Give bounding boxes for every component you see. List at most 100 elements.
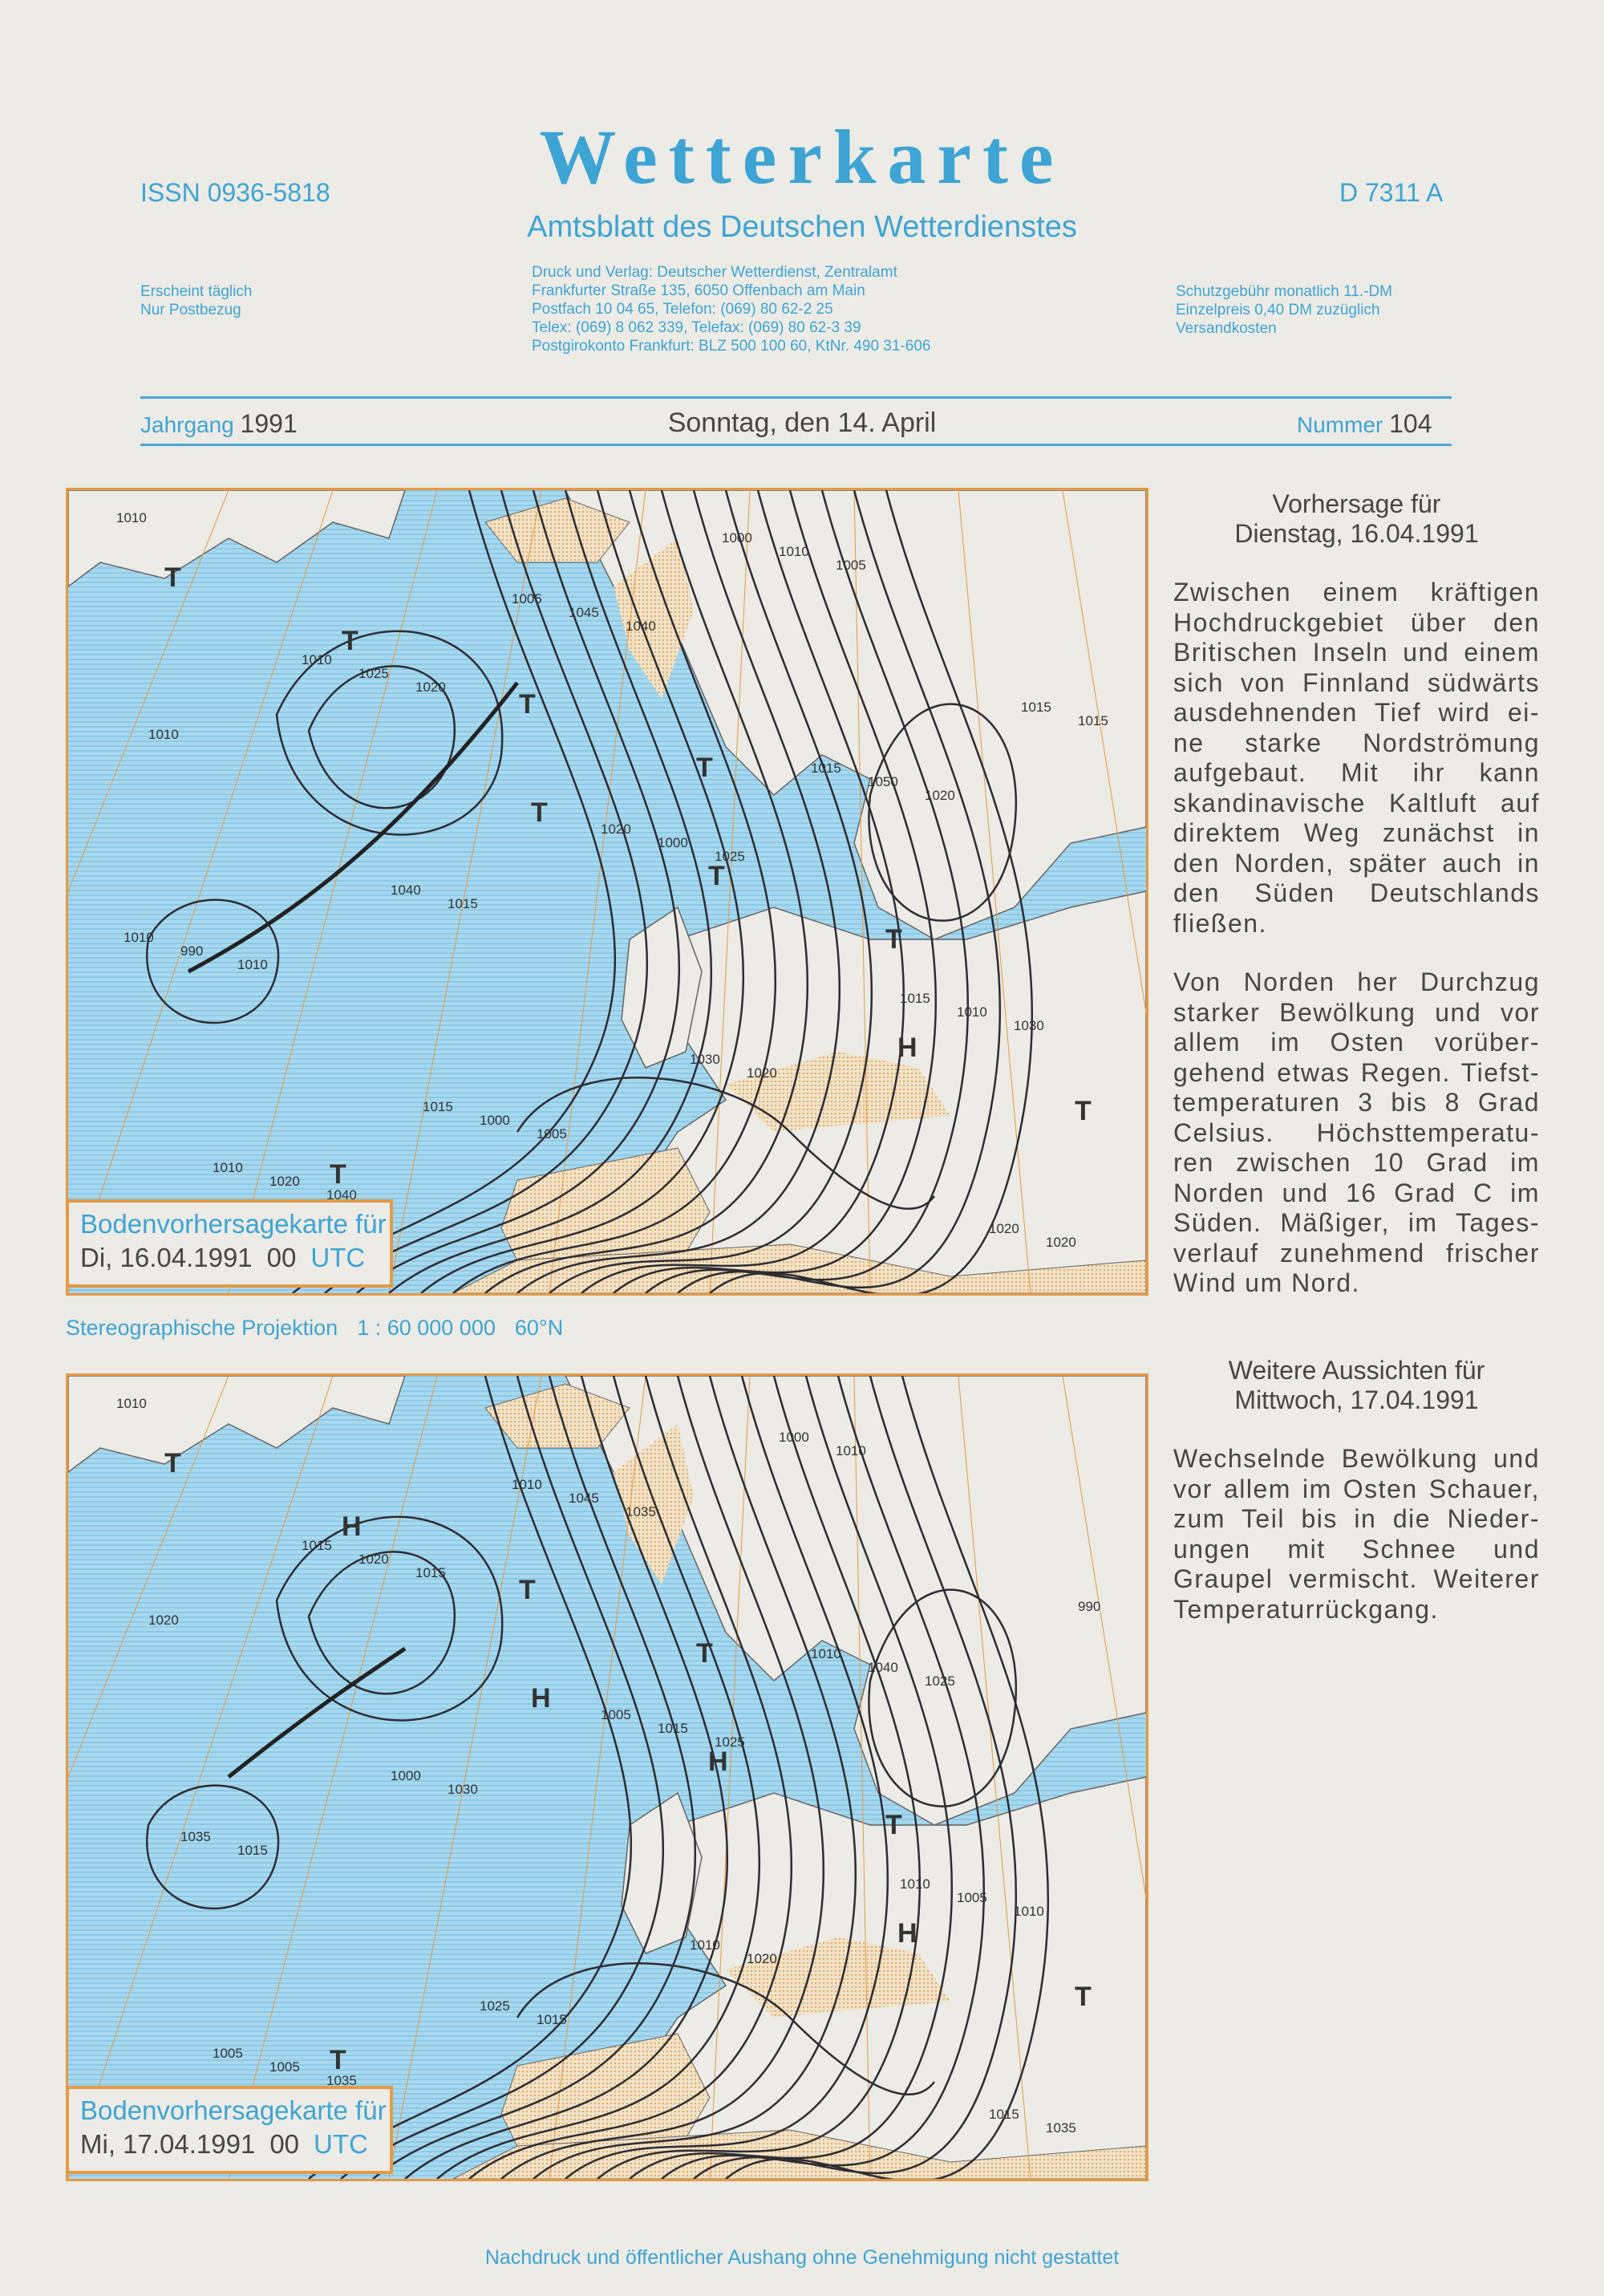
heading-line: Vorhersage für [1272,489,1441,518]
isobar-label: 1010 [900,1876,930,1892]
isobar [452,490,776,1293]
meridian [853,1376,871,2179]
publisher-info: Druck und Verlag: Deutscher Wetterdienst… [532,263,930,355]
text-line: Temperaturrückgang. [1173,1594,1439,1624]
text-line: vor allem im Osten Schauer, [1173,1474,1540,1503]
isobar-label: 1015 [237,1843,268,1858]
text-line: temperaturen 3 bis 8 Grad [1173,1088,1540,1117]
weather-map-tuesday: 1010 1020 1025 1030 1040 1040 1020 1010 1005 1005… [66,488,1148,1296]
caption-utc: UTC [314,2129,368,2159]
text-line: Süden. Mäßiger, im Tages- [1173,1208,1540,1237]
masthead-title: Wetterkarte [539,114,1065,200]
isobar-label: 1015 [415,1565,446,1580]
isobar [565,1376,889,2179]
isobar-label: 1015 [900,991,930,1006]
isobar-label: 1040 [868,1660,898,1675]
isobar [275,630,504,836]
isobar-label: 1015 [537,2012,567,2027]
isobar [372,1376,696,2179]
isobar-label: 1040 [391,882,421,898]
isobar-label: 1030 [448,1782,478,1797]
info-line: Einzelpreis 0,40 DM zuzüglich [1176,302,1380,318]
land-norway-mountains [614,538,694,699]
text-line: gehend etwas Regen. Tiefst- [1173,1057,1540,1087]
isobar [388,490,712,1293]
isobar-label: 1005 [836,558,866,573]
land-british-isles [621,906,703,1069]
text-line: Graupel vermischt. Weiterer [1173,1564,1540,1593]
land-alps [726,1937,950,2018]
isobar [436,1376,760,2179]
issn: ISSN 0936-5818 [140,178,330,207]
meridian [549,1376,646,2179]
isobar-label: 1010 [779,544,809,559]
isobar-label: 1010 [302,652,332,667]
isobar [581,490,905,1293]
weather-front [187,681,519,974]
isobar [693,1376,1018,2179]
isobar-label: 1020 [925,788,955,803]
meridian [68,1376,334,2179]
isobar-label: 1015 [989,2107,1019,2122]
low-pressure-marker: T [696,752,713,783]
isobar-label: 1035 [626,1504,656,1519]
land-greenland [68,1376,406,1473]
isobar [404,1376,728,2179]
isobar-label: 1000 [480,1113,510,1128]
info-line: Nur Postbezug [140,302,241,318]
masthead-subtitle: Amtsblatt des Deutschen Wetterdienstes [527,210,1077,244]
projection-latitude: 60°N [514,1316,564,1340]
low-pressure-marker: T [531,797,548,828]
isobar-label: 1015 [423,1099,453,1114]
divider [140,444,1452,446]
caption-date: Di, 16.04.1991 [80,1243,253,1272]
meridian [958,1376,1031,2179]
weather-front [227,1646,407,1779]
caption-title: Bodenvorhersagekarte für [80,2095,387,2125]
nummer: Nummer 104 [1297,409,1432,439]
high-pressure-marker: H [708,1746,728,1777]
isobar-label: 1005 [512,591,542,606]
isobar [868,703,1017,922]
text-line: fließen. [1173,908,1267,938]
meridian [228,490,438,1293]
isobar-label: 990 [180,943,203,959]
isobar-label: 1015 [302,1538,332,1553]
high-pressure-marker: H [897,1918,917,1949]
text-line: ne starke Nordströmung [1173,728,1540,757]
isobar-label: 1025 [715,849,745,864]
isobar [500,1376,824,2179]
isobar-label: 1005 [269,2059,300,2075]
isobar [340,1376,664,2179]
text-line: ausdehnenden Tief wird ei- [1173,698,1540,727]
forecast-heading: Weitere Aussichten für Mittwoch, 17.04.19… [1173,1356,1540,1415]
isobar-label: 990 [1078,1599,1100,1614]
map-svg: 1010 1015 1025 1010 1035 1035 1025 1015 1015 1010… [68,1376,1146,2179]
text-line: skandinavische Kaltluft auf [1173,788,1540,817]
forecast-wednesday: Weitere Aussichten für Mittwoch, 17.04.19… [1173,1356,1540,1625]
isobar-label: 1035 [326,2073,357,2088]
isobar-label: 1025 [358,666,389,681]
projection-name: Stereographische Projektion [66,1316,338,1340]
caption-hour: 00 [269,2129,300,2159]
info-line: Schutzgebühr monatlich 11.-DM [1176,283,1392,300]
caption-utc: UTC [310,1243,366,1272]
isobar [468,1376,792,2179]
map-caption-tuesday: Bodenvorhersagekarte für Di, 16.04.1991 0… [66,1199,393,1288]
isobar-label: 1010 [116,1396,147,1411]
isobar-label: 1010 [124,930,154,945]
isobar [725,1376,1050,2179]
projection-note: Stereographische Projektion 1 : 60 000 00… [66,1316,582,1341]
forecast-tuesday: Vorhersage für Dienstag, 16.04.1991 Zwisc… [1173,489,1540,1299]
info-line: Versandkosten [1176,320,1277,337]
isobar-label: 1010 [690,1937,720,1953]
low-pressure-marker: T [164,1448,181,1479]
low-pressure-marker: T [1075,1982,1092,2012]
isobar-label: 1020 [601,821,631,837]
text-line: allem im Osten vorüber- [1173,1028,1540,1057]
isobar-label: 1010 [148,727,179,742]
info-line: Frankfurter Straße 135, 6050 Offenbach a… [532,282,865,299]
isobar [324,490,648,1293]
isobar [516,490,841,1293]
isobar-label: 1000 [391,1768,421,1783]
